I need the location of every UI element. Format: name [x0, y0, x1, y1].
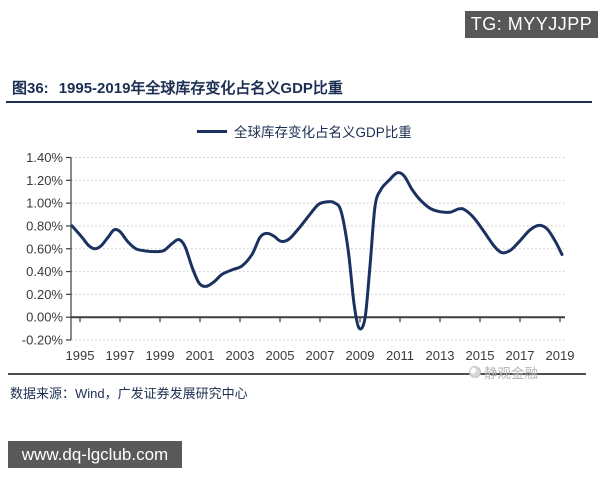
x-axis-tick-label: 2015: [466, 348, 495, 363]
x-axis-tick-label: 2013: [426, 348, 455, 363]
x-axis-tick-label: 2017: [506, 348, 535, 363]
y-axis-tick-label: -0.20%: [22, 333, 64, 348]
x-axis-tick-label: 2007: [306, 348, 335, 363]
data-source: 数据来源：Wind，广发证券发展研究中心: [10, 386, 248, 401]
x-axis-tick-label: 1995: [66, 348, 95, 363]
figure-title: 图36: 1995-2019年全球库存变化占名义GDP比重: [12, 77, 343, 98]
tg-badge: TG: MYYJJPP: [465, 11, 598, 38]
x-axis-tick-label: 2009: [346, 348, 375, 363]
y-axis-tick-label: 0.60%: [26, 241, 63, 256]
y-axis-tick-label: 1.40%: [26, 150, 63, 165]
x-axis-tick-label: 1997: [106, 348, 135, 363]
bottom-divider: [8, 373, 586, 375]
legend-series-label: 全球库存变化占名义GDP比重: [234, 125, 412, 140]
series-line-global-inventory: [70, 171, 564, 331]
y-axis-tick-label: 0.80%: [26, 218, 63, 233]
x-axis-tick-label: 2003: [226, 348, 255, 363]
x-axis-tick-label: 2001: [186, 348, 215, 363]
y-axis-tick-label: 0.40%: [26, 264, 63, 279]
figure-number-label: 图36:: [12, 80, 49, 97]
y-axis-tick-label: 1.20%: [26, 173, 63, 188]
x-axis-tick-label: 1999: [146, 348, 175, 363]
y-axis-tick-label: 0.20%: [26, 287, 63, 302]
x-axis-tick-label: 2019: [546, 348, 575, 363]
y-axis-tick-label: 0.00%: [26, 310, 63, 325]
watermark: 静观金融: [469, 363, 538, 381]
watermark-text: 静观金融: [484, 365, 538, 381]
chart-legend: 全球库存变化占名义GDP比重: [197, 123, 412, 140]
website-badge: www.dq-lgclub.com: [8, 441, 182, 468]
x-axis-tick-label: 2011: [386, 348, 414, 363]
figure-title-text: 1995-2019年全球库存变化占名义GDP比重: [58, 80, 343, 97]
y-axis-tick-label: 1.00%: [26, 196, 63, 211]
title-divider: [6, 101, 592, 103]
legend-line-swatch: [197, 129, 227, 133]
x-axis-tick-label: 2005: [266, 348, 295, 363]
watermark-logo-icon: [469, 365, 481, 378]
